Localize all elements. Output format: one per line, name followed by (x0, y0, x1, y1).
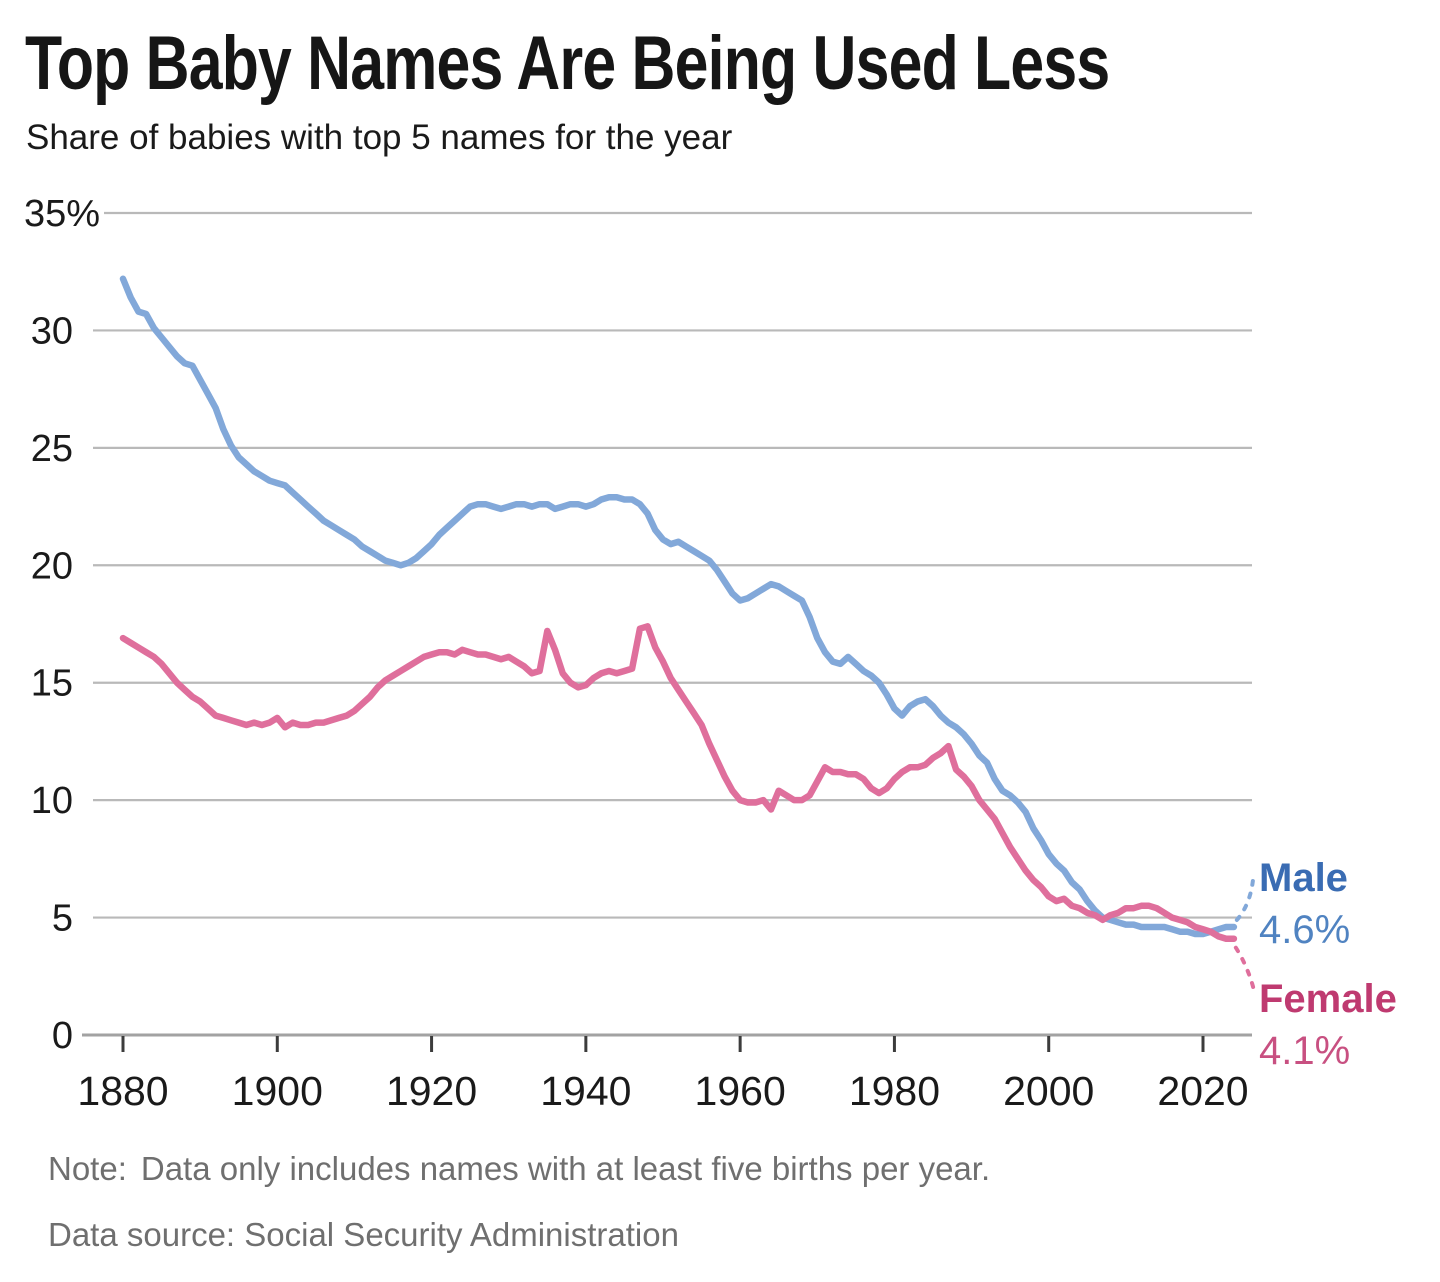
female-leader-line (1233, 945, 1256, 992)
chart-subtitle: Share of babies with top 5 names for the… (26, 118, 733, 157)
x-tick-label: 1960 (695, 1068, 786, 1114)
female-line (119, 623, 1238, 942)
x-tick-label: 2000 (1003, 1068, 1094, 1114)
note-label: Note: (48, 1150, 127, 1187)
male-line (119, 275, 1238, 938)
y-tick-label: 10 (31, 780, 73, 822)
y-tick-label: 20 (31, 545, 73, 587)
female-series-label: Female (1259, 977, 1397, 1021)
x-tick-label: 1980 (849, 1068, 940, 1114)
y-tick-label: 5 (52, 898, 73, 940)
y-tick-label: 0 (52, 1015, 73, 1057)
male-leader-line (1234, 878, 1255, 922)
chart-note: Note: Data only includes names with at le… (48, 1150, 990, 1188)
x-tick-label: 2020 (1157, 1068, 1248, 1114)
x-tick-label: 1880 (77, 1068, 168, 1114)
male-series-label: Male (1259, 856, 1348, 900)
x-tick-label: 1940 (540, 1068, 631, 1114)
x-tick-label: 1900 (232, 1068, 323, 1114)
y-tick-label: 30 (31, 310, 73, 352)
y-tick-label: 15 (31, 663, 73, 705)
x-tick-label: 1920 (386, 1068, 477, 1114)
page-title: Top Baby Names Are Being Used Less (25, 21, 1110, 106)
male-value-label: 4.6% (1259, 908, 1350, 952)
note-text: Data only includes names with at least f… (140, 1150, 991, 1187)
female-value-label: 4.1% (1259, 1029, 1350, 1073)
data-source: Data source: Social Security Administrat… (48, 1216, 679, 1253)
y-tick-label: 35% (24, 193, 100, 235)
y-tick-label: 25 (31, 428, 73, 470)
